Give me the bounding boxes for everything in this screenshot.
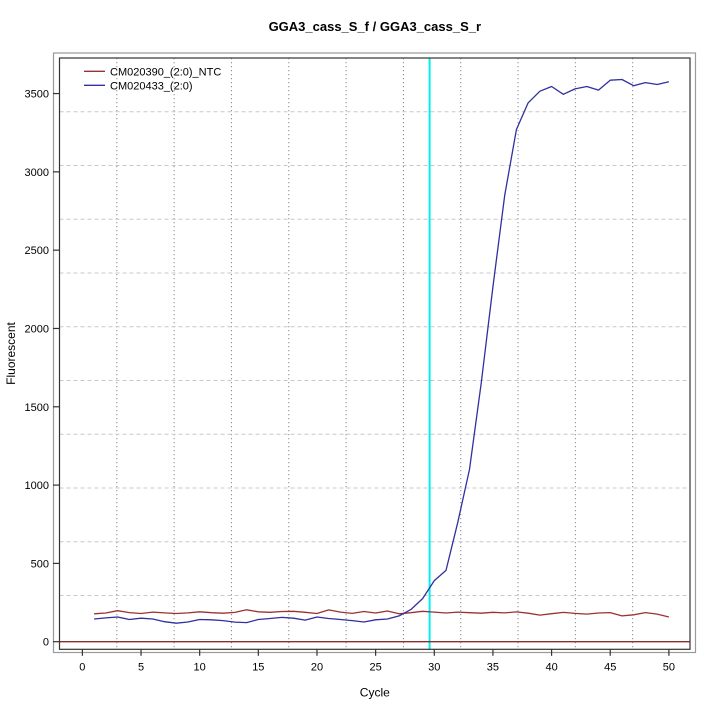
y-tick-label: 3000 <box>25 167 49 179</box>
chart-title: GGA3_cass_S_f / GGA3_cass_S_r <box>269 19 481 34</box>
x-tick-label: 25 <box>370 662 382 674</box>
y-tick-label: 3500 <box>25 89 49 101</box>
ticks-group: 0 5 10 15 20 25 30 35 40 45 5005001000150020002500… <box>25 89 675 674</box>
x-tick-label: 30 <box>428 662 440 674</box>
legend: CM020390_(2:0)_NTC CM020433_(2:0) <box>84 66 221 92</box>
y-tick-label: 1500 <box>25 402 49 414</box>
y-tick-label: 2000 <box>25 323 49 335</box>
x-tick-label: 15 <box>252 662 264 674</box>
x-tick-label: 45 <box>604 662 616 674</box>
plot-border <box>58 57 691 650</box>
y-tick-label: 500 <box>31 558 49 570</box>
series-ntc-line <box>94 609 670 618</box>
y-axis-label: Fluorescent <box>4 321 18 384</box>
x-tick-label: 10 <box>194 662 206 674</box>
x-tick-label: 40 <box>545 662 557 674</box>
y-tick-label: 0 <box>43 637 49 649</box>
y-tick-label: 2500 <box>25 245 49 257</box>
plot-outer-frame <box>52 52 697 654</box>
x-tick-label: 0 <box>79 662 85 674</box>
y-tick-label: 1000 <box>25 480 49 492</box>
annotations-group <box>59 58 690 650</box>
x-tick-label: 5 <box>138 662 144 674</box>
series-sample-line <box>94 78 670 624</box>
series-group <box>94 78 670 624</box>
x-axis-label: Cycle <box>360 686 390 700</box>
grid-group <box>59 58 691 650</box>
legend-label-sample: CM020433_(2:0) <box>110 80 193 92</box>
x-tick-label: 50 <box>663 662 675 674</box>
x-tick-label: 20 <box>311 662 323 674</box>
x-tick-label: 35 <box>487 662 499 674</box>
legend-label-ntc: CM020390_(2:0)_NTC <box>110 66 221 78</box>
